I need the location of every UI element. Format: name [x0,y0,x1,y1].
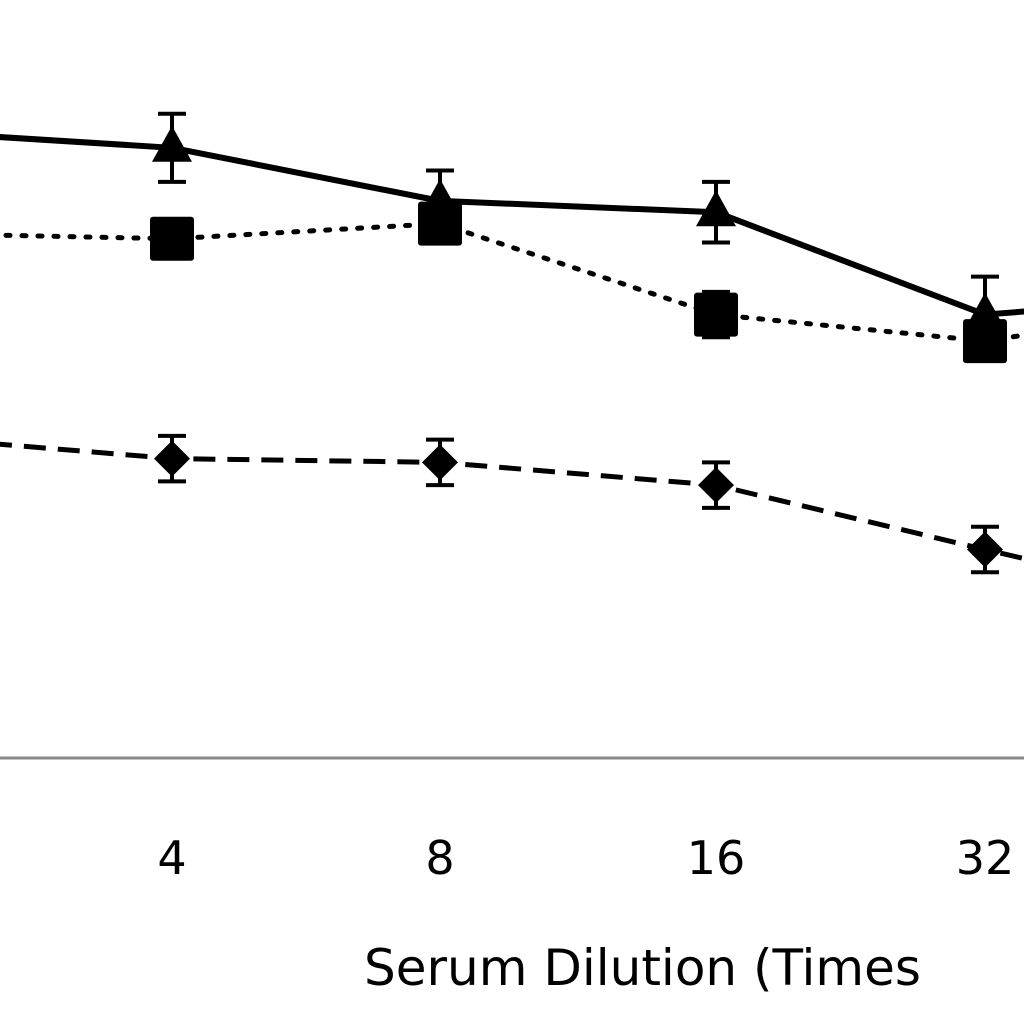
square-marker [694,292,738,337]
x-tick-label: 4 [157,831,186,885]
diamond-marker [154,440,190,477]
series-3 [0,433,1024,575]
square-marker [418,201,462,246]
x-tick-label: 8 [425,831,454,885]
x-tick-labels: 4 8 16 32 [157,831,1014,885]
diamond-marker [422,444,458,481]
triangle-marker [696,190,736,227]
square-marker [150,216,194,261]
triangle-marker [152,125,192,162]
diamond-marker [698,467,734,504]
series-line [0,221,1024,344]
series-2 [0,201,1024,364]
x-tick-label: 16 [687,831,746,885]
diamond-marker [967,531,1003,568]
x-axis-title: Serum Dilution (Times [364,939,921,997]
series-layer [0,111,1024,575]
square-marker [963,319,1007,364]
x-tick-label: 32 [956,831,1015,885]
series-line [0,441,1024,562]
